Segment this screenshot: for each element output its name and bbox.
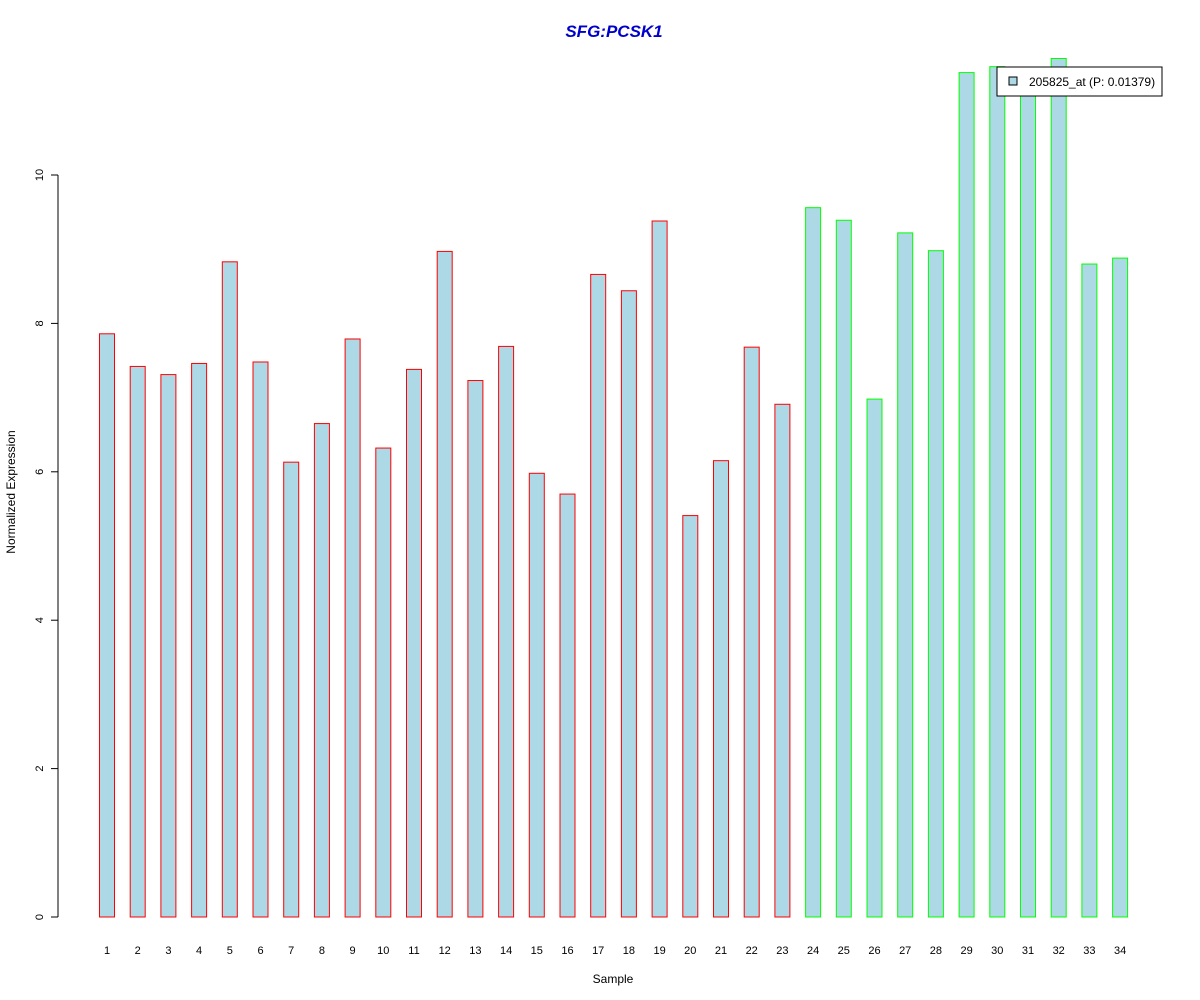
bar-sample-17 [590,273,607,918]
x-tick-label: 23 [776,945,788,957]
x-tick-label: 30 [991,945,1003,957]
y-tick-label: 10 [34,169,46,181]
x-tick-label: 26 [868,945,880,957]
bar-sample-23 [774,403,791,918]
bar-sample-14 [498,345,515,918]
x-tick-label: 17 [592,945,604,957]
x-tick-label: 32 [1053,945,1065,957]
x-tick-label: 21 [715,945,727,957]
bar-sample-4 [191,362,208,918]
bar-sample-28 [927,250,944,918]
bar-sample-8 [313,423,330,918]
legend-box [996,66,1163,97]
legend-swatch [1008,76,1018,86]
x-tick-label: 29 [960,945,972,957]
y-tick-label: 8 [34,320,46,326]
x-tick-label: 22 [746,945,758,957]
bars-group [99,58,1129,918]
bar-sample-24 [805,207,822,918]
x-tick-label: 12 [439,945,451,957]
y-tick-label: 4 [34,617,46,623]
x-tick-label: 10 [377,945,389,957]
bar-sample-3 [160,374,177,918]
x-tick-label: 2 [135,945,141,957]
x-tick-label: 28 [930,945,942,957]
legend: 205825_at (P: 0.01379) [996,66,1163,97]
y-axis-label: Normalized Expression [4,430,18,553]
bar-sample-29 [958,72,975,918]
x-tick-label: 13 [469,945,481,957]
x-tick-label: 31 [1022,945,1034,957]
bar-sample-7 [283,461,300,918]
x-tick-label: 34 [1114,945,1126,957]
bar-sample-22 [743,346,760,918]
x-tick-label: 19 [653,945,665,957]
bar-sample-19 [651,220,668,918]
bar-sample-11 [406,368,422,918]
bar-sample-33 [1081,263,1098,918]
bar-sample-1 [99,333,115,918]
bar-sample-25 [835,219,852,918]
bar-sample-30 [989,66,1006,918]
bar-sample-5 [221,261,238,918]
x-tick-label: 27 [899,945,911,957]
x-tick-label: 1 [104,945,110,957]
bar-sample-15 [528,472,545,918]
bar-sample-34 [1112,257,1129,918]
y-tick-label: 0 [34,914,46,920]
x-tick-label: 5 [227,945,233,957]
x-tick-label: 24 [807,945,819,957]
bar-sample-13 [467,380,484,918]
x-tick-label: 8 [319,945,325,957]
x-tick-label: 33 [1083,945,1095,957]
x-tick-label: 18 [623,945,635,957]
chart-title: SFG:PCSK1 [565,22,662,41]
bar-sample-10 [375,447,392,918]
bar-sample-16 [559,493,576,918]
x-tick-label: 15 [531,945,543,957]
x-tick-label: 6 [257,945,263,957]
bar-sample-18 [620,290,637,918]
legend-label: 205825_at (P: 0.01379) [1029,75,1155,89]
x-tick-label: 20 [684,945,696,957]
x-tick-labels: 1 2 3 4 5 6 7 8 9 10 11 12 13 14 15 16 17 18 19 20 21 22 23 24 2… [104,945,1126,957]
x-tick-label: 11 [408,945,419,957]
y-tick-label: 2 [34,766,46,772]
x-tick-label: 16 [561,945,573,957]
bar-sample-32 [1050,58,1067,918]
bar-sample-26 [866,398,883,918]
bar-sample-6 [252,361,269,918]
x-tick-label: 9 [350,945,356,957]
bar-sample-12 [436,250,453,918]
y-axis: 0 2 4 6 8 10 [34,169,59,920]
x-tick-label: 7 [288,945,294,957]
x-tick-label: 3 [165,945,171,957]
y-tick-label: 6 [34,469,46,475]
x-tick-label: 14 [500,945,512,957]
bar-sample-20 [682,515,699,918]
x-tick-label: 4 [196,945,202,957]
x-axis-label: Sample [593,972,634,986]
bar-sample-27 [897,232,914,918]
bar-sample-2 [129,365,146,918]
bar-sample-9 [344,338,361,918]
bar-sample-31 [1020,89,1036,918]
x-tick-label: 25 [838,945,850,957]
bar-sample-21 [713,460,729,918]
